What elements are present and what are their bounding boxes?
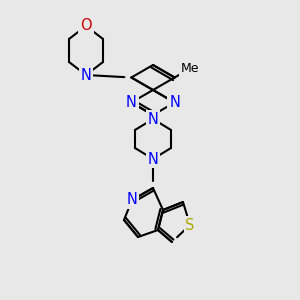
Text: N: N [81, 68, 92, 82]
Text: N: N [127, 193, 137, 208]
Text: N: N [126, 95, 137, 110]
Text: N: N [169, 95, 180, 110]
Text: Me: Me [181, 62, 200, 75]
Text: O: O [80, 19, 92, 34]
Text: N: N [148, 112, 158, 127]
Text: S: S [185, 218, 195, 232]
Text: N: N [148, 152, 158, 166]
